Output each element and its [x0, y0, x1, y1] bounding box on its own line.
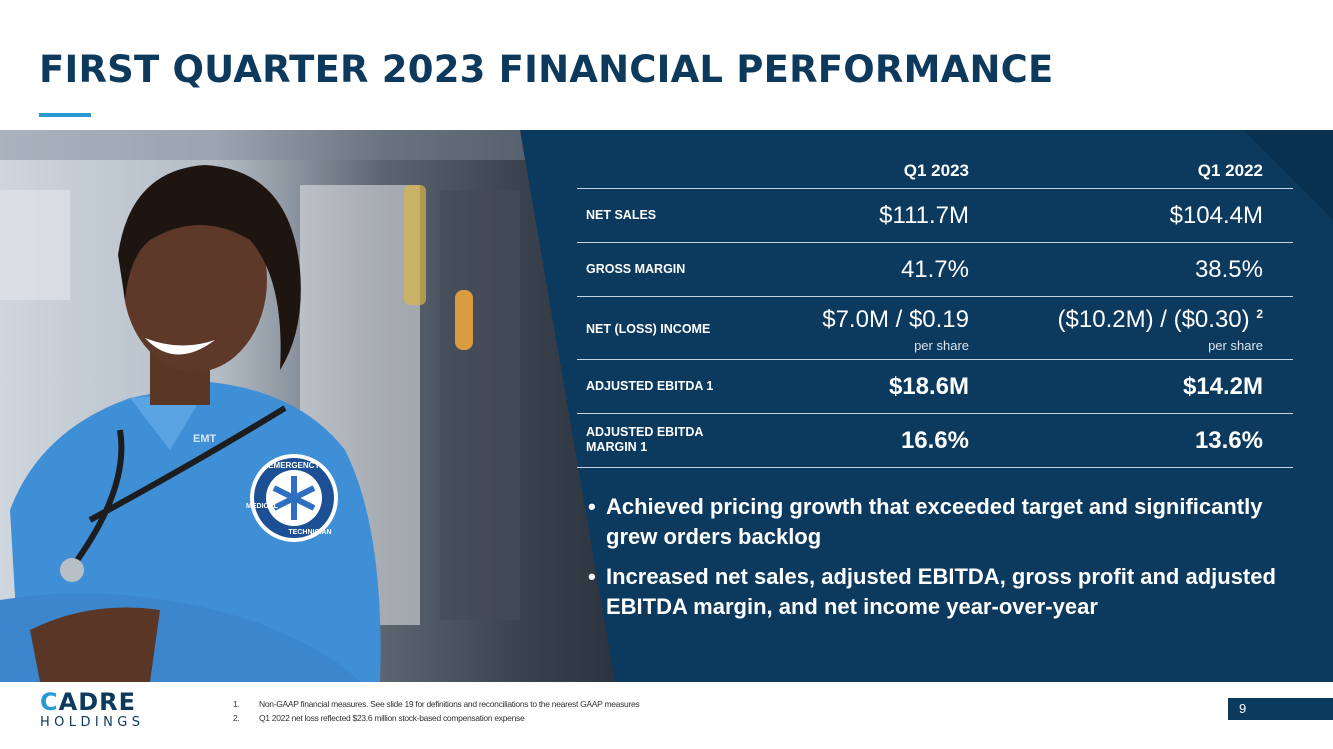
q1-2023-adjusted-ebitda: $18.6M — [888, 373, 969, 400]
patch-text-left: MEDICAL — [246, 503, 279, 510]
q1-2022-per-share-note: per share — [1208, 338, 1263, 353]
logo-c: C — [40, 688, 59, 716]
footnotes: 1. Non-GAAP financial measures. See slide… — [233, 697, 640, 725]
q1-2023-net-income: $7.0M / $0.19 — [822, 306, 969, 333]
table-row-adjusted-ebitda-margin: ADJUSTED EBITDA MARGIN 1 16.6% 13.6% — [577, 414, 1293, 468]
table-row-net-income: NET (LOSS) INCOME $7.0M / $0.19 per shar… — [577, 297, 1293, 360]
row-label: NET SALES — [586, 208, 657, 222]
row-label: ADJUSTED EBITDA 1 — [586, 379, 713, 394]
logo-wordmark: CADRE — [40, 688, 144, 716]
patch-text-top: EMERGENCY — [268, 461, 320, 470]
highlights-list: Achieved pricing growth that exceeded ta… — [588, 492, 1288, 632]
q1-2022-adjusted-ebitda-margin: 13.6% — [1194, 427, 1263, 454]
footnote-text: Q1 2022 net loss reflected $23.6 million… — [259, 713, 525, 723]
name-tag: EMT — [193, 433, 217, 445]
table-header: Q1 2023 Q1 2022 — [577, 150, 1293, 189]
slide-title: FIRST QUARTER 2023 FINANCIAL PERFORMANCE — [39, 48, 1054, 91]
footnote-ref-1: 1 — [640, 440, 648, 454]
q1-2022-net-sales: $104.4M — [1169, 202, 1263, 229]
q1-2023-gross-margin: 41.7% — [900, 256, 969, 283]
emt-illustration: EMERGENCY MEDICAL TECHNICIAN EMT — [0, 130, 620, 682]
q1-2023-net-sales: $111.7M — [879, 202, 969, 229]
row-label: GROSS MARGIN — [586, 262, 686, 276]
row-label: ADJUSTED EBITDA MARGIN 1 — [586, 425, 703, 455]
list-item: Increased net sales, adjusted EBITDA, gr… — [588, 562, 1288, 622]
footnote-num: 2. — [233, 713, 240, 723]
patch-text-bottom: TECHNICIAN — [288, 529, 331, 536]
footnote-ref-2: 2 — [1256, 307, 1263, 321]
row-label-line2: MARGIN — [586, 440, 637, 454]
q1-2023-adjusted-ebitda-margin: 16.6% — [900, 427, 969, 454]
q1-2023-per-share-note: per share — [914, 338, 969, 353]
header-q1-2022: Q1 2022 — [1197, 161, 1263, 180]
logo-subtitle: HOLDINGS — [40, 715, 145, 730]
footnote-ref-1: 1 — [706, 379, 714, 393]
q1-2022-net-loss: ($10.2M) / ($0.30) 2 — [1058, 306, 1263, 334]
header-q1-2023: Q1 2023 — [903, 161, 969, 180]
q1-2022-net-loss-value: ($10.2M) / ($0.30) — [1057, 306, 1250, 333]
cadre-holdings-logo: CADRE HOLDINGS — [40, 688, 144, 730]
table-row-gross-margin: GROSS MARGIN 41.7% 38.5% — [577, 243, 1293, 297]
logo-rest: ADRE — [58, 688, 136, 716]
list-item: Achieved pricing growth that exceeded ta… — [588, 492, 1288, 552]
financial-table: Q1 2023 Q1 2022 NET SALES $111.7M $104.4… — [577, 150, 1293, 468]
footnote-1: 1. Non-GAAP financial measures. See slide… — [233, 697, 640, 711]
title-underline — [39, 113, 91, 117]
table-row-adjusted-ebitda: ADJUSTED EBITDA 1 $18.6M $14.2M — [577, 360, 1293, 414]
footnote-2: 2. Q1 2022 net loss reflected $23.6 milli… — [233, 711, 639, 725]
page-number: 9 — [1228, 698, 1333, 720]
row-label-text: ADJUSTED EBITDA — [586, 379, 703, 393]
q1-2022-adjusted-ebitda: $14.2M — [1182, 373, 1263, 400]
table-row-net-sales: NET SALES $111.7M $104.4M — [577, 189, 1293, 243]
q1-2022-gross-margin: 38.5% — [1194, 256, 1263, 283]
row-label-line1: ADJUSTED EBITDA — [586, 425, 704, 439]
row-label: NET (LOSS) INCOME — [586, 322, 711, 336]
footnote-text: Non-GAAP financial measures. See slide 1… — [259, 699, 640, 709]
emt-photo: EMERGENCY MEDICAL TECHNICIAN EMT — [0, 130, 620, 682]
footnote-num: 1. — [233, 699, 240, 709]
